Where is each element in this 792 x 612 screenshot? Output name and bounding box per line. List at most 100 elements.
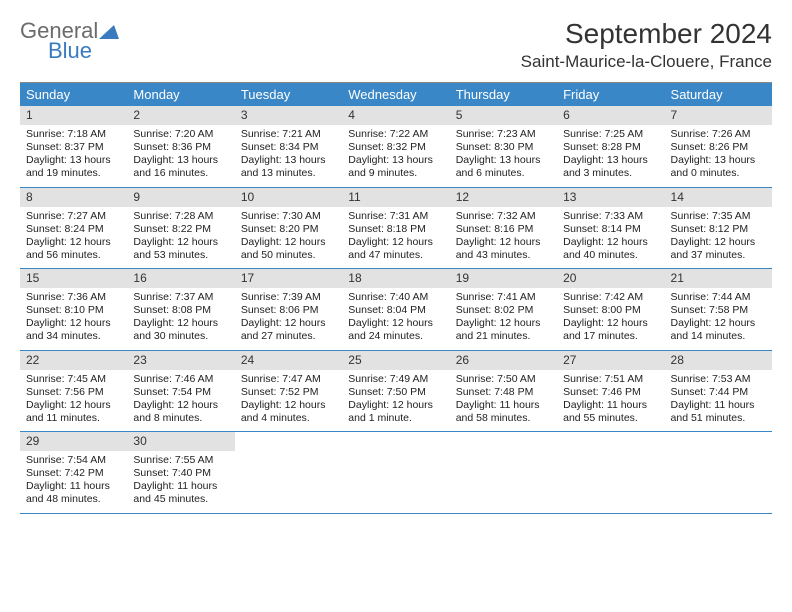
sunrise-line: Sunrise: 7:27 AM bbox=[26, 210, 121, 223]
day-number: 5 bbox=[450, 106, 557, 125]
day-cell: 8Sunrise: 7:27 AMSunset: 8:24 PMDaylight… bbox=[20, 188, 127, 269]
daylight-line: Daylight: 12 hours and 34 minutes. bbox=[26, 317, 121, 343]
sunrise-line: Sunrise: 7:41 AM bbox=[456, 291, 551, 304]
sunrise-line: Sunrise: 7:39 AM bbox=[241, 291, 336, 304]
sunset-line: Sunset: 8:02 PM bbox=[456, 304, 551, 317]
sunrise-line: Sunrise: 7:22 AM bbox=[348, 128, 443, 141]
day-cell: 22Sunrise: 7:45 AMSunset: 7:56 PMDayligh… bbox=[20, 351, 127, 432]
sunset-line: Sunset: 8:22 PM bbox=[133, 223, 228, 236]
daylight-line: Daylight: 13 hours and 19 minutes. bbox=[26, 154, 121, 180]
title-block: September 2024 Saint-Maurice-la-Clouere,… bbox=[521, 18, 772, 72]
day-number: 27 bbox=[557, 351, 664, 370]
daylight-line: Daylight: 12 hours and 21 minutes. bbox=[456, 317, 551, 343]
logo-triangle-icon bbox=[99, 23, 119, 44]
header: GeneralBlue September 2024 Saint-Maurice… bbox=[20, 18, 772, 72]
day-cell: 3Sunrise: 7:21 AMSunset: 8:34 PMDaylight… bbox=[235, 106, 342, 187]
day-cell: 27Sunrise: 7:51 AMSunset: 7:46 PMDayligh… bbox=[557, 351, 664, 432]
sunset-line: Sunset: 8:20 PM bbox=[241, 223, 336, 236]
day-body: Sunrise: 7:37 AMSunset: 8:08 PMDaylight:… bbox=[127, 288, 234, 350]
day-body: Sunrise: 7:39 AMSunset: 8:06 PMDaylight:… bbox=[235, 288, 342, 350]
day-body: Sunrise: 7:40 AMSunset: 8:04 PMDaylight:… bbox=[342, 288, 449, 350]
sunset-line: Sunset: 8:04 PM bbox=[348, 304, 443, 317]
day-cell-empty bbox=[450, 432, 557, 513]
calendar: SundayMondayTuesdayWednesdayThursdayFrid… bbox=[20, 82, 772, 514]
daylight-line: Daylight: 12 hours and 1 minute. bbox=[348, 399, 443, 425]
sunset-line: Sunset: 8:24 PM bbox=[26, 223, 121, 236]
day-body: Sunrise: 7:27 AMSunset: 8:24 PMDaylight:… bbox=[20, 207, 127, 269]
day-body: Sunrise: 7:18 AMSunset: 8:37 PMDaylight:… bbox=[20, 125, 127, 187]
day-body: Sunrise: 7:26 AMSunset: 8:26 PMDaylight:… bbox=[665, 125, 772, 187]
day-number: 28 bbox=[665, 351, 772, 370]
sunset-line: Sunset: 8:26 PM bbox=[671, 141, 766, 154]
weeks-container: 1Sunrise: 7:18 AMSunset: 8:37 PMDaylight… bbox=[20, 106, 772, 514]
daylight-line: Daylight: 11 hours and 55 minutes. bbox=[563, 399, 658, 425]
day-body: Sunrise: 7:33 AMSunset: 8:14 PMDaylight:… bbox=[557, 207, 664, 269]
daylight-line: Daylight: 12 hours and 50 minutes. bbox=[241, 236, 336, 262]
day-body: Sunrise: 7:47 AMSunset: 7:52 PMDaylight:… bbox=[235, 370, 342, 432]
day-cell: 20Sunrise: 7:42 AMSunset: 8:00 PMDayligh… bbox=[557, 269, 664, 350]
sunset-line: Sunset: 8:32 PM bbox=[348, 141, 443, 154]
day-cell: 6Sunrise: 7:25 AMSunset: 8:28 PMDaylight… bbox=[557, 106, 664, 187]
weekday-friday: Friday bbox=[557, 83, 664, 106]
week-row: 22Sunrise: 7:45 AMSunset: 7:56 PMDayligh… bbox=[20, 351, 772, 433]
day-number: 9 bbox=[127, 188, 234, 207]
sunrise-line: Sunrise: 7:21 AM bbox=[241, 128, 336, 141]
day-cell: 7Sunrise: 7:26 AMSunset: 8:26 PMDaylight… bbox=[665, 106, 772, 187]
day-cell: 10Sunrise: 7:30 AMSunset: 8:20 PMDayligh… bbox=[235, 188, 342, 269]
sunrise-line: Sunrise: 7:30 AM bbox=[241, 210, 336, 223]
sunrise-line: Sunrise: 7:55 AM bbox=[133, 454, 228, 467]
day-number: 2 bbox=[127, 106, 234, 125]
day-body: Sunrise: 7:46 AMSunset: 7:54 PMDaylight:… bbox=[127, 370, 234, 432]
sunset-line: Sunset: 7:40 PM bbox=[133, 467, 228, 480]
sunset-line: Sunset: 7:52 PM bbox=[241, 386, 336, 399]
daylight-line: Daylight: 12 hours and 17 minutes. bbox=[563, 317, 658, 343]
sunset-line: Sunset: 7:54 PM bbox=[133, 386, 228, 399]
day-body: Sunrise: 7:21 AMSunset: 8:34 PMDaylight:… bbox=[235, 125, 342, 187]
day-number: 16 bbox=[127, 269, 234, 288]
day-number: 11 bbox=[342, 188, 449, 207]
daylight-line: Daylight: 12 hours and 11 minutes. bbox=[26, 399, 121, 425]
day-body: Sunrise: 7:45 AMSunset: 7:56 PMDaylight:… bbox=[20, 370, 127, 432]
day-cell-empty bbox=[665, 432, 772, 513]
day-cell: 23Sunrise: 7:46 AMSunset: 7:54 PMDayligh… bbox=[127, 351, 234, 432]
daylight-line: Daylight: 12 hours and 8 minutes. bbox=[133, 399, 228, 425]
day-number: 19 bbox=[450, 269, 557, 288]
day-cell: 28Sunrise: 7:53 AMSunset: 7:44 PMDayligh… bbox=[665, 351, 772, 432]
sunset-line: Sunset: 8:36 PM bbox=[133, 141, 228, 154]
day-number: 4 bbox=[342, 106, 449, 125]
sunrise-line: Sunrise: 7:23 AM bbox=[456, 128, 551, 141]
day-number: 26 bbox=[450, 351, 557, 370]
sunset-line: Sunset: 7:44 PM bbox=[671, 386, 766, 399]
sunrise-line: Sunrise: 7:35 AM bbox=[671, 210, 766, 223]
day-number: 29 bbox=[20, 432, 127, 451]
day-body: Sunrise: 7:54 AMSunset: 7:42 PMDaylight:… bbox=[20, 451, 127, 513]
daylight-line: Daylight: 13 hours and 0 minutes. bbox=[671, 154, 766, 180]
day-cell: 24Sunrise: 7:47 AMSunset: 7:52 PMDayligh… bbox=[235, 351, 342, 432]
day-body: Sunrise: 7:20 AMSunset: 8:36 PMDaylight:… bbox=[127, 125, 234, 187]
day-cell: 4 Sunrise: 7:22 AMSunset: 8:32 PMDaylight… bbox=[342, 106, 449, 187]
day-cell: 16Sunrise: 7:37 AMSunset: 8:08 PMDayligh… bbox=[127, 269, 234, 350]
daylight-line: Daylight: 13 hours and 13 minutes. bbox=[241, 154, 336, 180]
day-number: 7 bbox=[665, 106, 772, 125]
day-cell: 13Sunrise: 7:33 AMSunset: 8:14 PMDayligh… bbox=[557, 188, 664, 269]
week-row: 15Sunrise: 7:36 AMSunset: 8:10 PMDayligh… bbox=[20, 269, 772, 351]
daylight-line: Daylight: 12 hours and 24 minutes. bbox=[348, 317, 443, 343]
sunset-line: Sunset: 8:37 PM bbox=[26, 141, 121, 154]
sunset-line: Sunset: 8:00 PM bbox=[563, 304, 658, 317]
daylight-line: Daylight: 13 hours and 9 minutes. bbox=[348, 154, 443, 180]
daylight-line: Daylight: 12 hours and 30 minutes. bbox=[133, 317, 228, 343]
day-body: Sunrise: 7:50 AMSunset: 7:48 PMDaylight:… bbox=[450, 370, 557, 432]
sunrise-line: Sunrise: 7:32 AM bbox=[456, 210, 551, 223]
day-number: 20 bbox=[557, 269, 664, 288]
sunrise-line: Sunrise: 7:33 AM bbox=[563, 210, 658, 223]
day-number: 23 bbox=[127, 351, 234, 370]
day-number: 24 bbox=[235, 351, 342, 370]
day-body: Sunrise: 7:28 AMSunset: 8:22 PMDaylight:… bbox=[127, 207, 234, 269]
daylight-line: Daylight: 12 hours and 56 minutes. bbox=[26, 236, 121, 262]
day-cell-empty bbox=[342, 432, 449, 513]
weekday-monday: Monday bbox=[127, 83, 234, 106]
weekday-saturday: Saturday bbox=[665, 83, 772, 106]
daylight-line: Daylight: 12 hours and 43 minutes. bbox=[456, 236, 551, 262]
sunrise-line: Sunrise: 7:40 AM bbox=[348, 291, 443, 304]
weekday-wednesday: Wednesday bbox=[342, 83, 449, 106]
